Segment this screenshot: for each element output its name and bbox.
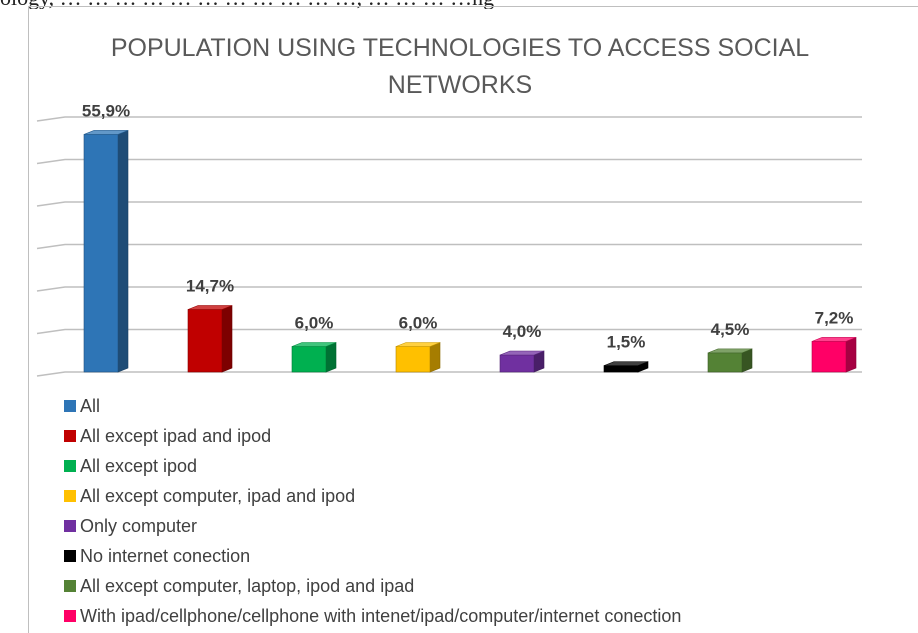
gridline [36, 286, 862, 292]
bar [603, 361, 649, 373]
data-label: 6,0% [295, 314, 334, 333]
data-label: 14,7% [186, 277, 234, 296]
legend-swatch [64, 580, 76, 592]
bar-side [117, 129, 129, 373]
legend-swatch [64, 520, 76, 532]
bar-front [603, 365, 639, 373]
gridline [36, 371, 862, 377]
data-label: 1,5% [607, 333, 646, 352]
legend-label: All except ipod [80, 455, 198, 476]
bar [395, 342, 441, 373]
legend-label: Only computer [80, 515, 198, 536]
legend-label: No internet conection [80, 545, 251, 566]
gridline [36, 116, 862, 122]
bar [811, 336, 857, 373]
bar-side [845, 336, 857, 373]
legend-swatch [64, 610, 76, 622]
legend-swatch [64, 460, 76, 472]
legend-item: All [64, 391, 681, 421]
legend: All All except ipad and ipod All except ip… [64, 391, 681, 631]
legend-swatch [64, 430, 76, 442]
bars [83, 129, 857, 373]
gridline [36, 201, 862, 207]
data-label: 7,2% [815, 308, 854, 327]
data-label: 55,9% [82, 101, 130, 120]
legend-swatch [64, 490, 76, 502]
bar-top [291, 342, 337, 347]
bar-front [83, 134, 119, 373]
chart-frame [28, 6, 918, 633]
bar [291, 342, 337, 373]
legend-item: All except ipad and ipod [64, 421, 681, 451]
bar [707, 348, 753, 373]
gridlines [36, 116, 862, 377]
bar-side [325, 342, 337, 373]
bar-front [395, 346, 431, 373]
bar-front [291, 346, 327, 373]
data-label: 4,5% [711, 320, 750, 339]
bar [187, 305, 233, 373]
bar [499, 350, 545, 373]
legend-label: All except computer, ipad and ipod [80, 485, 356, 506]
bar-front [499, 354, 535, 373]
data-label: 6,0% [399, 314, 438, 333]
data-labels: 55,9% 14,7% 6,0% 6,0% 4,0% 1,5% 4,5% 7,2% [82, 101, 853, 351]
legend-swatch [64, 550, 76, 562]
bar-top [603, 361, 649, 366]
chart-title: POPULATION USING TECHNOLOGIES TO ACCESS … [110, 34, 810, 99]
bar [83, 129, 129, 373]
legend-label: All except computer, laptop, ipod and ip… [80, 575, 415, 596]
legend-item: All except computer, laptop, ipod and ip… [64, 571, 681, 601]
legend-swatch [64, 400, 76, 412]
gridline [36, 328, 862, 335]
bar-top [811, 337, 857, 342]
legend-item: With ipad/cellphone/cellphone with inten… [64, 601, 681, 631]
legend-label: All except ipad and ipod [80, 425, 272, 446]
legend-item: Only computer [64, 511, 681, 541]
legend-item: No internet conection [64, 541, 681, 571]
bar-top [187, 305, 233, 310]
bar-top [395, 342, 441, 347]
legend-label: All [80, 395, 101, 416]
gridline [36, 158, 862, 165]
bar-top [83, 130, 129, 135]
legend-item: All except ipod [64, 451, 681, 481]
bar-side [429, 342, 441, 373]
legend-item: All except computer, ipad and ipod [64, 481, 681, 511]
bar-front [187, 309, 223, 373]
bar-front [707, 352, 743, 373]
bar-side [221, 305, 233, 373]
bar-front [811, 341, 847, 373]
data-label: 4,0% [503, 322, 542, 341]
page-text-fragment: ology, … … … … … … … … … … …, … … … …ng [0, 0, 918, 9]
gridline [36, 243, 862, 250]
legend-label: With ipad/cellphone/cellphone with inten… [80, 605, 682, 626]
bar-top [707, 348, 753, 354]
bar-top [499, 350, 545, 356]
